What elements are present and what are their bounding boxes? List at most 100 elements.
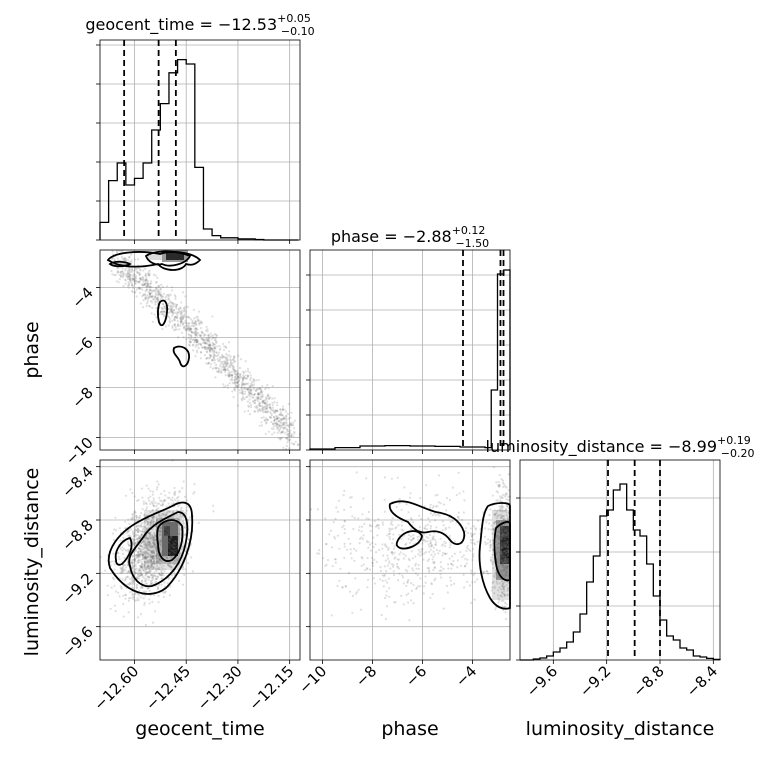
- sample-point: [147, 499, 150, 502]
- sample-point: [167, 524, 170, 527]
- sample-point: [143, 560, 146, 563]
- sample-point: [231, 382, 234, 385]
- sample-point: [155, 316, 158, 319]
- sample-point: [143, 577, 146, 580]
- sample-point: [444, 526, 447, 530]
- sample-point: [155, 281, 158, 284]
- sample-point: [285, 428, 288, 431]
- sample-point: [250, 392, 253, 395]
- sample-point: [132, 275, 135, 278]
- x-tick-label: −12.30: [194, 662, 246, 714]
- x-tick-label: −4: [452, 662, 480, 690]
- sample-point: [226, 359, 229, 362]
- sample-point: [466, 558, 469, 561]
- sample-point: [149, 292, 152, 295]
- sample-point: [164, 298, 167, 301]
- sample-point: [147, 586, 151, 590]
- sample-point: [131, 583, 134, 586]
- sample-point: [158, 533, 162, 536]
- sample-point: [502, 544, 505, 548]
- sample-point: [451, 519, 454, 522]
- left-ticks: [516, 497, 520, 661]
- sample-point: [463, 565, 467, 568]
- sample-point: [287, 402, 290, 406]
- sample-point: [266, 403, 269, 406]
- sample-point: [393, 573, 396, 577]
- sample-point: [237, 354, 240, 357]
- sample-point: [138, 554, 141, 557]
- sample-point: [187, 322, 190, 325]
- sample-point: [424, 581, 427, 584]
- sample-point: [160, 295, 163, 298]
- sample-point: [144, 546, 148, 550]
- sample-point: [136, 592, 139, 595]
- sample-point: [266, 418, 270, 421]
- sample-point: [263, 399, 266, 402]
- sample-point: [287, 439, 290, 442]
- sample-point: [400, 524, 404, 527]
- sample-point: [500, 580, 503, 583]
- sample-point: [121, 578, 124, 581]
- sample-point: [147, 517, 150, 520]
- sample-point: [447, 567, 450, 570]
- sample-point: [160, 566, 163, 569]
- sample-point: [173, 543, 176, 546]
- sample-point: [137, 281, 140, 284]
- sample-point: [267, 410, 270, 413]
- sample-point: [272, 409, 275, 412]
- sample-point: [169, 300, 172, 303]
- sample-point: [207, 334, 210, 337]
- sample-point: [283, 417, 286, 420]
- sample-point: [239, 358, 243, 361]
- sample-point: [429, 527, 432, 530]
- sample-point: [137, 599, 140, 602]
- sample-point: [236, 371, 239, 374]
- sample-point: [417, 567, 421, 570]
- sample-point: [232, 365, 235, 369]
- sample-point: [499, 563, 502, 566]
- sample-point: [460, 518, 464, 521]
- sample-point: [498, 599, 501, 602]
- sample-point: [213, 361, 216, 364]
- sample-point: [171, 302, 175, 305]
- sample-point: [134, 527, 137, 530]
- sample-point: [145, 285, 148, 288]
- sample-point: [225, 359, 228, 362]
- sample-point: [472, 553, 475, 556]
- sample-point: [138, 272, 141, 275]
- sample-point: [369, 529, 372, 533]
- sample-point: [137, 551, 140, 554]
- sample-point: [120, 572, 123, 575]
- sample-point: [139, 548, 142, 551]
- sample-point: [150, 564, 153, 567]
- sample-point: [147, 518, 150, 521]
- sample-point: [163, 515, 166, 518]
- sample-point: [126, 575, 129, 578]
- sample-point: [181, 487, 184, 490]
- sample-point: [152, 560, 156, 563]
- sample-point: [151, 516, 154, 519]
- sample-point: [127, 277, 130, 281]
- sample-point: [269, 405, 272, 409]
- sample-point: [386, 534, 389, 537]
- sample-point: [215, 333, 218, 336]
- sample-point: [147, 298, 150, 301]
- sample-point: [179, 324, 182, 327]
- sample-point: [162, 528, 165, 531]
- sample-point: [281, 424, 284, 427]
- sample-point: [266, 405, 269, 408]
- sample-point: [196, 318, 199, 321]
- sample-point: [204, 341, 207, 344]
- sample-point: [209, 332, 212, 335]
- sample-point: [473, 572, 476, 575]
- sample-point: [223, 355, 226, 358]
- sample-point: [390, 551, 393, 554]
- left-ticks: [306, 274, 310, 451]
- sample-point: [151, 536, 154, 539]
- sample-point: [148, 534, 151, 538]
- sample-point: [127, 267, 130, 270]
- sample-point: [154, 534, 157, 537]
- sample-point: [140, 512, 143, 515]
- sample-point: [120, 567, 123, 570]
- sample-point: [240, 397, 243, 400]
